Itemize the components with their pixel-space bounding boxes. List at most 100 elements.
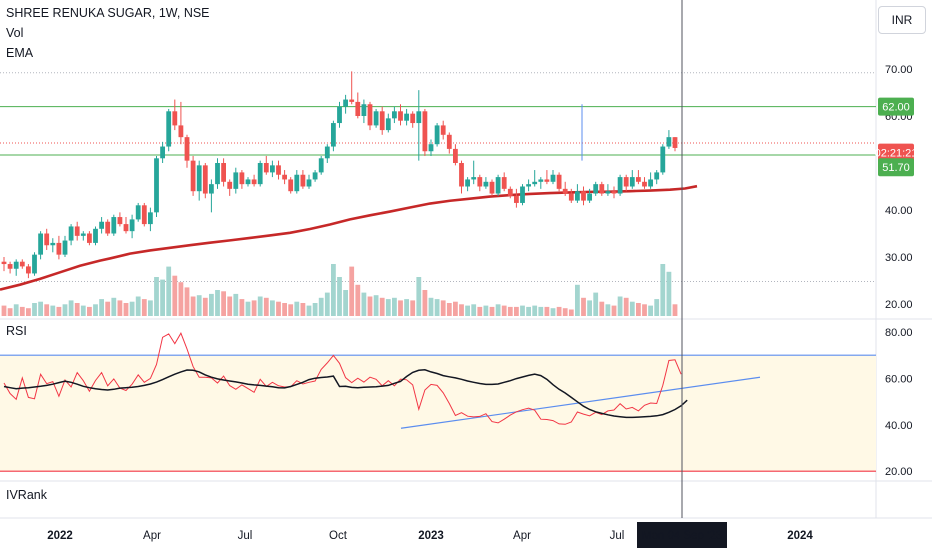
volume-bar — [178, 282, 184, 316]
candle-body — [459, 163, 464, 187]
candle-body — [331, 123, 336, 147]
volume-bar — [196, 295, 202, 316]
volume-bar — [141, 299, 147, 316]
volume-bar — [605, 304, 611, 316]
time-tick-label: 2024 — [787, 530, 813, 542]
candle — [221, 158, 226, 187]
volume-bar — [263, 297, 269, 316]
candle — [587, 188, 592, 203]
candle-body — [50, 242, 56, 246]
candle — [166, 108, 172, 152]
volume-bar — [355, 284, 361, 316]
candle-body — [87, 233, 92, 243]
currency-selector[interactable]: INR — [878, 6, 926, 34]
volume-bar — [221, 291, 226, 316]
candle-body — [270, 165, 275, 173]
volume-bar — [209, 293, 214, 316]
volume-bar — [1, 305, 7, 316]
candle — [160, 141, 165, 163]
volume-bar — [56, 306, 62, 316]
candle — [416, 90, 422, 161]
candle — [123, 217, 129, 234]
candle — [666, 130, 672, 149]
volume-bar — [666, 271, 672, 316]
candle — [148, 207, 153, 232]
candle-body — [367, 104, 373, 126]
symbol-title: SHREE RENUKA SUGAR, 1W, NSE — [6, 6, 210, 20]
volume-bar — [428, 297, 434, 316]
volume-bar — [538, 306, 544, 316]
volume-bar — [32, 303, 37, 316]
volume-bar — [453, 301, 458, 316]
candle — [465, 177, 470, 192]
candle-body — [227, 181, 233, 189]
candle — [117, 212, 123, 227]
volume-bar — [526, 306, 531, 316]
candle — [105, 219, 111, 236]
volume-bar — [550, 308, 556, 316]
candle-body — [276, 165, 281, 175]
candle-body — [1, 261, 7, 265]
candle — [672, 137, 678, 152]
candle-body — [202, 165, 208, 194]
volume-bar — [648, 305, 653, 316]
candle — [526, 179, 531, 192]
volume-bar — [392, 297, 397, 316]
rsi-trend-line — [400, 376, 761, 429]
volume-bar — [568, 309, 574, 316]
candle-body — [318, 158, 324, 173]
candle — [99, 217, 104, 234]
time-tick-label: Apr — [143, 530, 161, 542]
volume-bar — [154, 277, 159, 316]
candle — [392, 106, 397, 124]
candle — [385, 113, 391, 133]
candle — [660, 144, 666, 175]
volume-bar — [654, 299, 660, 316]
volume-bar — [38, 301, 43, 316]
volume-bar — [160, 279, 165, 316]
volume-bar — [50, 305, 56, 316]
volume-bar — [26, 308, 31, 316]
candle — [495, 174, 501, 196]
candle — [172, 99, 178, 131]
volume-bar — [495, 304, 501, 316]
rsi-pane-label[interactable]: RSI — [6, 324, 27, 338]
candle — [282, 170, 287, 185]
ivrank-pane-label[interactable]: IVRank — [6, 488, 47, 502]
rsi-tick-label: 20.00 — [885, 466, 913, 478]
candle-body — [141, 205, 147, 225]
candle — [178, 101, 184, 145]
candle — [355, 92, 361, 119]
volume-bar — [471, 304, 477, 316]
upper-level-tag-bg — [878, 97, 914, 116]
candle — [190, 155, 196, 196]
volume-bar — [501, 305, 507, 316]
volume-bar — [184, 287, 190, 316]
volume-bar — [489, 306, 495, 316]
candle-body — [471, 177, 477, 180]
vol-indicator-label[interactable]: Vol — [6, 26, 24, 40]
volume-bar — [337, 277, 342, 316]
candle — [581, 186, 586, 206]
candle-body — [507, 188, 513, 196]
candle — [129, 214, 135, 239]
ema-indicator-label[interactable]: EMA — [6, 46, 34, 60]
rsi-line — [3, 332, 682, 425]
volume-bar — [477, 306, 483, 316]
candle-body — [44, 233, 50, 246]
candle-body — [483, 181, 489, 187]
candle — [575, 184, 580, 203]
candle — [440, 120, 446, 140]
candle-body — [123, 224, 129, 232]
candle — [507, 186, 513, 199]
candle-body — [62, 240, 68, 255]
volume-bar — [282, 303, 287, 316]
candle — [56, 235, 62, 260]
volume-bar — [575, 284, 580, 316]
candle-body — [398, 111, 403, 121]
candle-body — [538, 179, 544, 182]
volume-bar — [379, 297, 385, 316]
candle — [477, 174, 483, 192]
candle — [337, 101, 342, 128]
